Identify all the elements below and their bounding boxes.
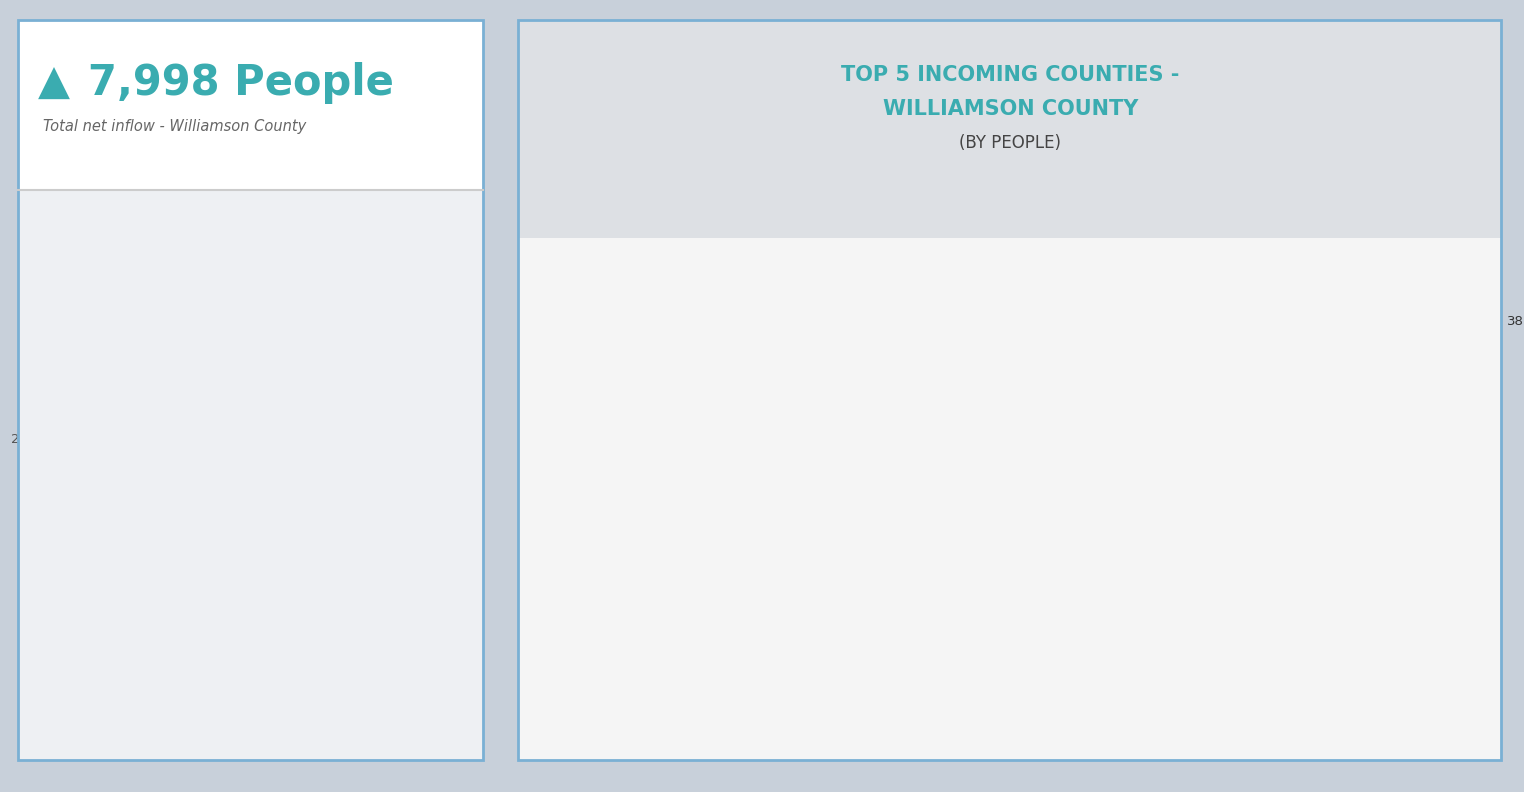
Bar <box>632 555 742 600</box>
Text: 1330: 1330 <box>940 400 974 413</box>
Text: 29,858: 29,858 <box>326 487 451 516</box>
Text: 21,860: 21,860 <box>11 432 181 446</box>
Text: Total net inflow - Williamson County: Total net inflow - Williamson County <box>43 120 306 134</box>
Bar <box>632 299 1504 344</box>
Bar <box>632 640 724 684</box>
Text: TOP 5 INCOMING COUNTIES -: TOP 5 INCOMING COUNTIES - <box>841 65 1180 86</box>
Wedge shape <box>181 278 436 625</box>
Text: 3812: 3812 <box>1507 315 1524 328</box>
Text: 7,998 People: 7,998 People <box>88 62 395 105</box>
Bar <box>632 385 936 429</box>
Text: ▲: ▲ <box>38 62 70 105</box>
Text: (BY PEOPLE): (BY PEOPLE) <box>960 134 1061 151</box>
Text: 488: 488 <box>747 485 773 498</box>
Text: 400: 400 <box>727 656 753 668</box>
Bar <box>632 470 744 514</box>
Wedge shape <box>90 278 264 605</box>
Legend: Total Incoming People, Total Outgoing People: Total Incoming People, Total Outgoing Pe… <box>120 704 405 724</box>
Text: 480: 480 <box>745 570 771 584</box>
Text: WILLIAMSON COUNTY: WILLIAMSON COUNTY <box>882 99 1138 120</box>
